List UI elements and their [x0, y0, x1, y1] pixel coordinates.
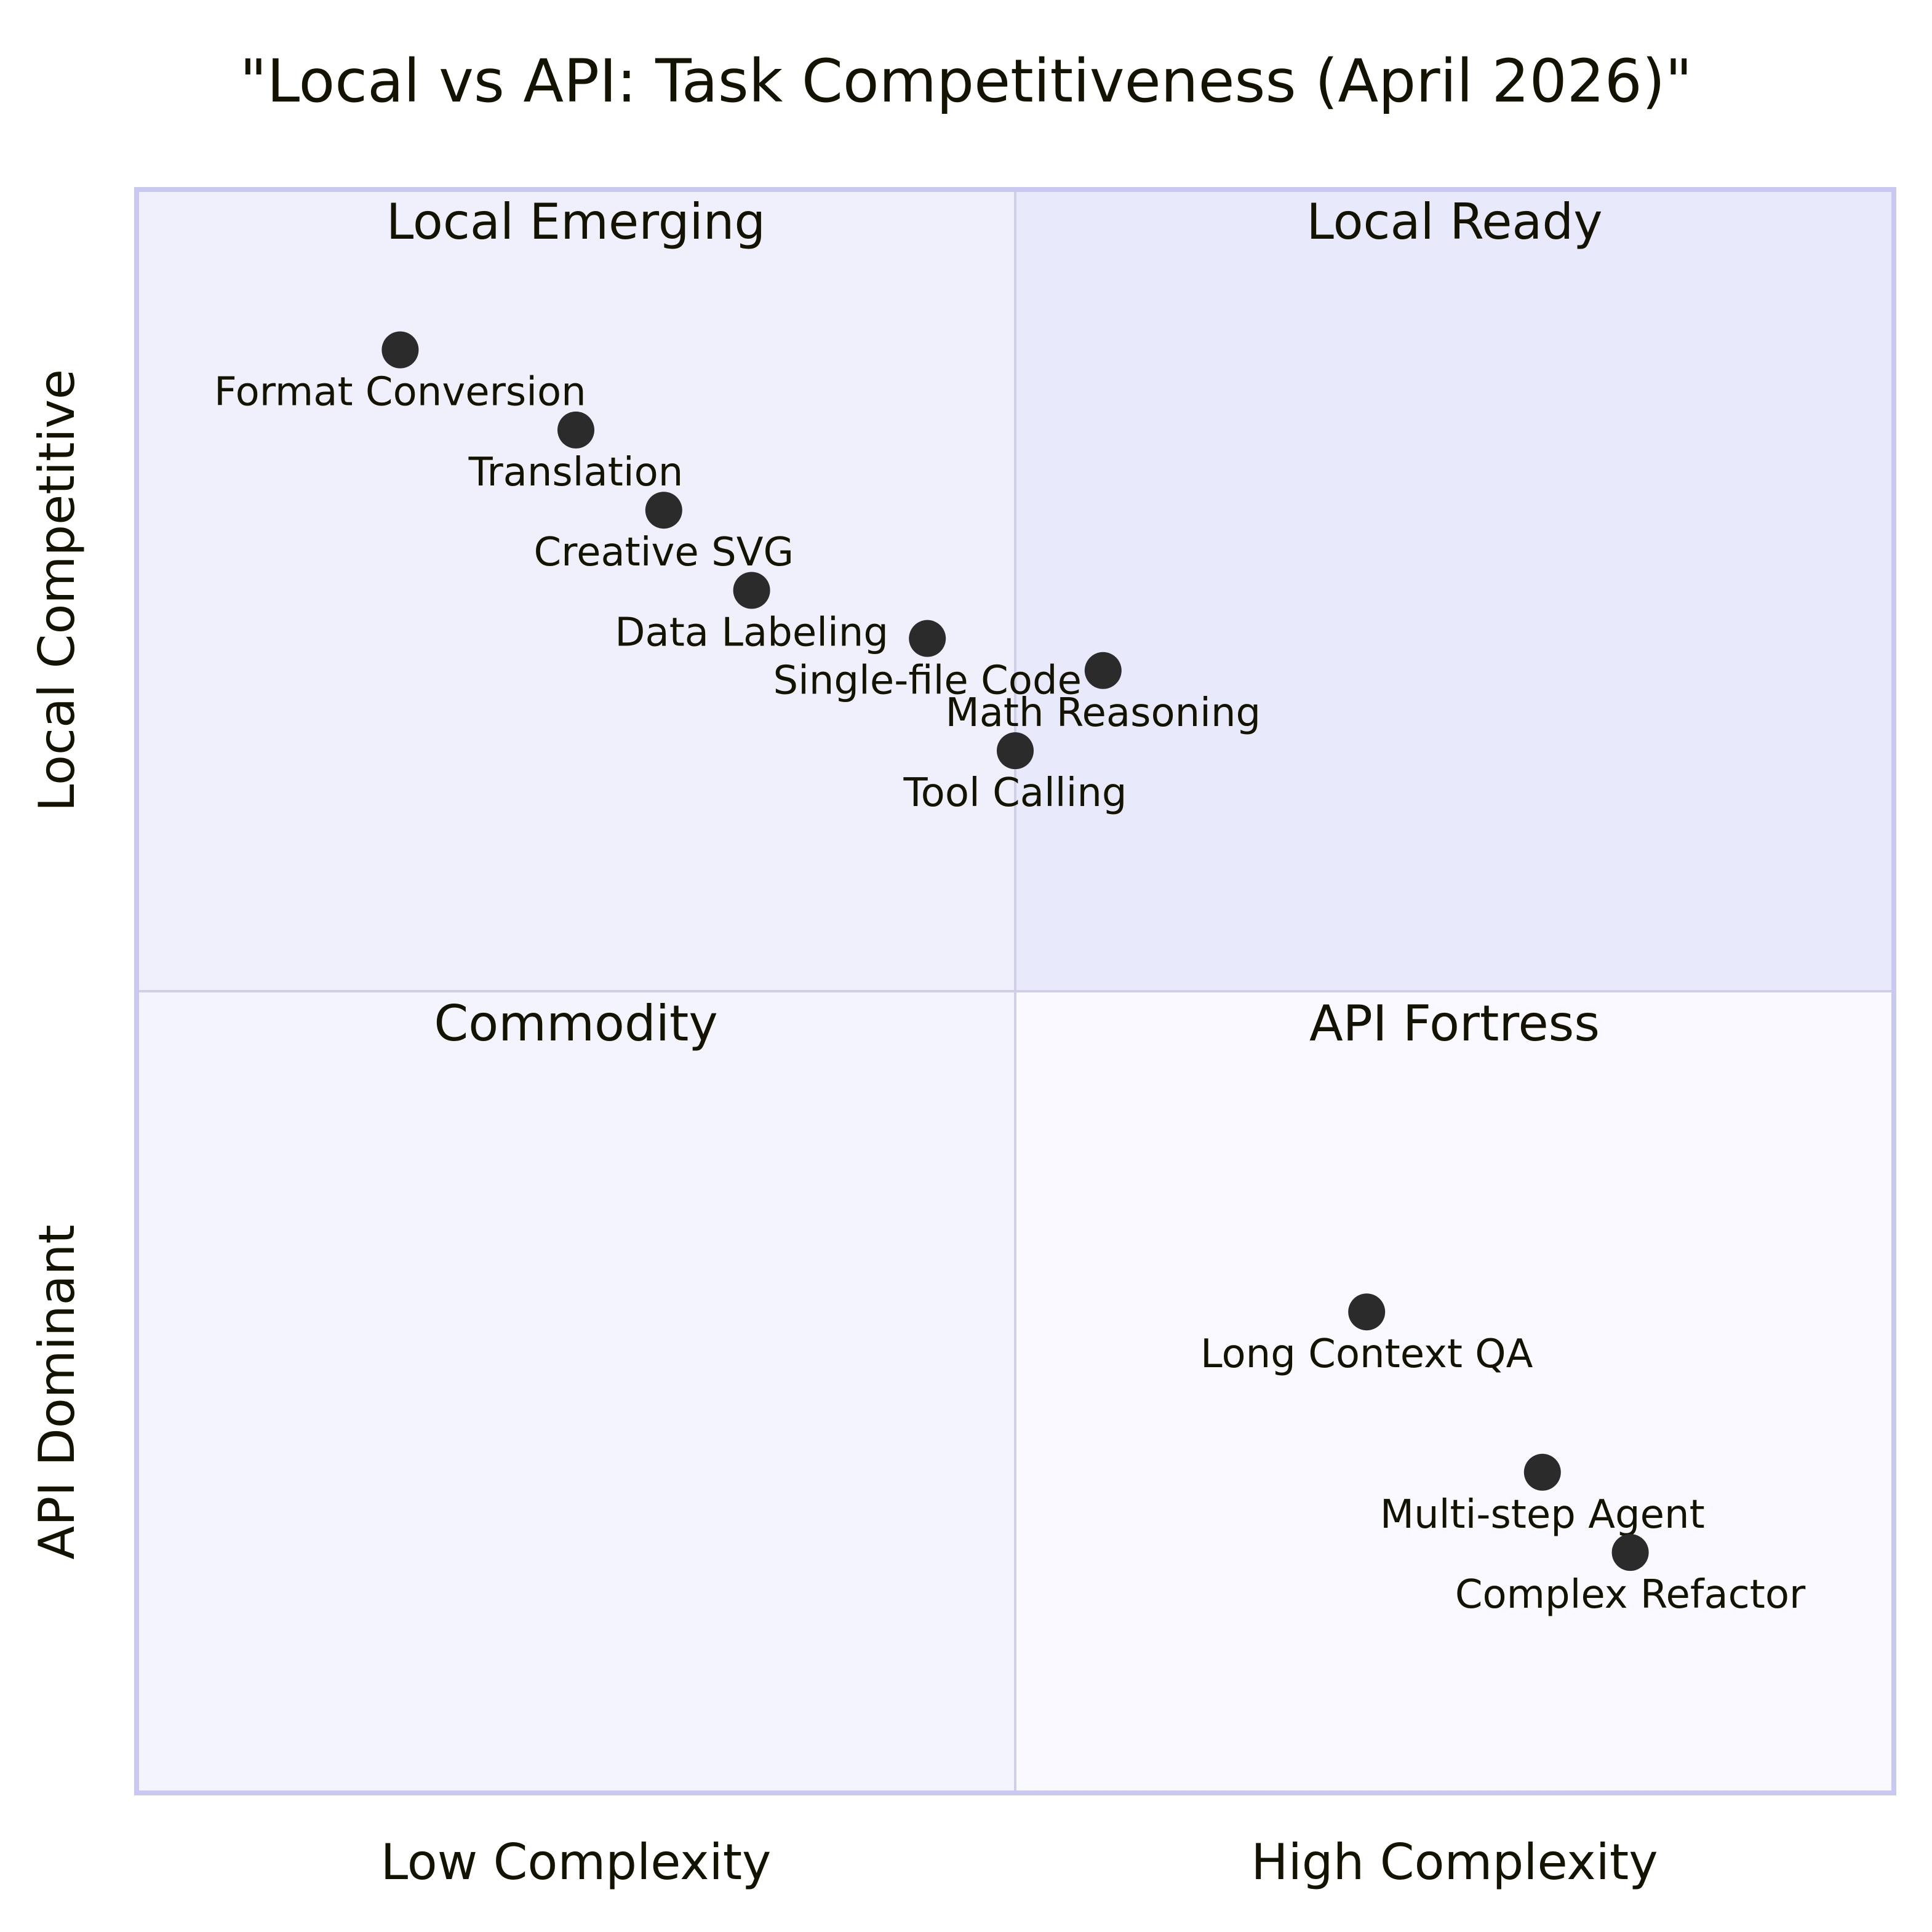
point-marker — [909, 620, 946, 657]
x-axis-high-label: High Complexity — [1251, 1834, 1658, 1891]
point-math-reasoning: Math Reasoning — [945, 652, 1261, 736]
plot-border — [134, 187, 1896, 1795]
point-marker — [733, 572, 770, 609]
point-label: Complex Refactor — [1455, 1572, 1806, 1618]
point-marker — [645, 492, 682, 529]
quadrant-label-local-emerging: Local Emerging — [386, 193, 765, 250]
point-complex-refactor: Complex Refactor — [1455, 1534, 1806, 1618]
point-marker — [1523, 1453, 1561, 1491]
quadrant-bottom-right — [1015, 991, 1894, 1793]
point-data-labeling: Data Labeling — [615, 572, 888, 656]
point-long-context-qa: Long Context QA — [1200, 1293, 1533, 1377]
chart-title: "Local vs API: Task Competitiveness (Apr… — [240, 47, 1693, 116]
point-marker — [557, 411, 594, 449]
point-label: Math Reasoning — [945, 690, 1261, 736]
point-single-file-code: Single-file Code — [773, 620, 1082, 704]
quadrant-label-api-fortress: API Fortress — [1309, 995, 1600, 1052]
point-translation: Translation — [468, 411, 684, 495]
point-marker — [1348, 1293, 1386, 1331]
point-label: Single-file Code — [773, 658, 1082, 704]
point-label: Format Conversion — [214, 370, 586, 415]
quadrant-bottom-left — [137, 991, 1015, 1793]
y-axis-low-label: API Dominant — [28, 1224, 86, 1560]
point-tool-calling: Tool Calling — [903, 732, 1127, 816]
point-label: Tool Calling — [903, 770, 1127, 816]
quadrant-top-right — [1015, 190, 1894, 991]
data-points: Format Conversion Translation Creative SVG… — [214, 331, 1806, 1618]
point-marker — [1611, 1534, 1649, 1571]
point-label: Translation — [468, 450, 684, 495]
quadrant-label-local-ready: Local Ready — [1306, 193, 1602, 250]
point-marker — [381, 331, 419, 369]
point-label: Long Context QA — [1200, 1331, 1533, 1377]
x-axis-low-label: Low Complexity — [381, 1834, 772, 1891]
quadrant-backgrounds — [137, 190, 1894, 1793]
point-label: Multi-step Agent — [1380, 1492, 1705, 1538]
point-marker — [1084, 652, 1122, 689]
point-label: Data Labeling — [615, 610, 888, 656]
y-axis-high-label: Local Competitive — [28, 369, 86, 812]
quadrant-top-left — [137, 190, 1015, 991]
point-marker — [997, 732, 1034, 770]
point-label: Creative SVG — [533, 530, 794, 575]
point-multi-step-agent: Multi-step Agent — [1380, 1453, 1705, 1538]
quadrant-label-commodity: Commodity — [434, 995, 717, 1052]
point-format-conversion: Format Conversion — [214, 331, 586, 415]
point-creative-svg: Creative SVG — [533, 492, 794, 575]
